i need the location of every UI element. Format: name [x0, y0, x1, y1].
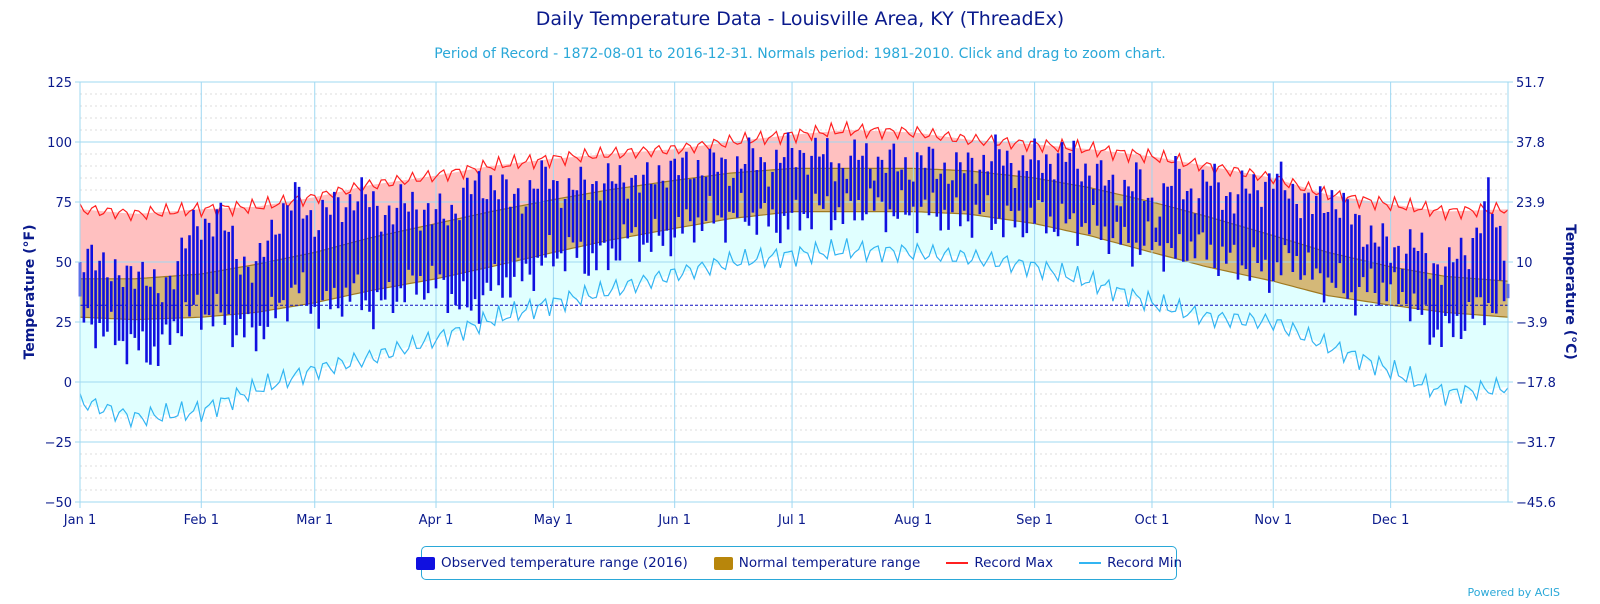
y-tick-label-right: −31.7	[1516, 436, 1556, 451]
x-tick-label: Nov 1	[1254, 513, 1292, 528]
legend-item-normal[interactable]: Normal temperature range	[713, 555, 921, 571]
powered-by-credit[interactable]: Powered by ACIS	[1467, 586, 1561, 599]
y-tick-label-left: 125	[47, 76, 72, 91]
y-tick-label-right: −45.6	[1516, 496, 1556, 511]
x-tick-label: Oct 1	[1135, 513, 1170, 528]
y-tick-label-left: 25	[55, 316, 72, 331]
x-tick-label: Apr 1	[419, 513, 454, 528]
y-tick-label-left: 100	[47, 136, 72, 151]
temperature-chart[interactable]: 125 100 75 50 25 0 −25 −50 51.7 37.8 23.9 10 −3.9 −17…	[0, 0, 1600, 540]
legend-label-normal: Normal temperature range	[738, 555, 921, 571]
y-tick-label-right: 37.8	[1516, 136, 1545, 151]
x-tick-label: Jan 1	[63, 513, 96, 528]
x-tick-label: Dec 1	[1372, 513, 1410, 528]
legend-swatch-record-max	[946, 562, 969, 564]
legend-label-record-max: Record Max	[974, 555, 1054, 571]
chart-title: Daily Temperature Data - Louisville Area…	[535, 8, 1065, 30]
x-tick-label: Aug 1	[894, 513, 932, 528]
chart-legend: Observed temperature range (2016) Normal…	[415, 546, 1182, 580]
x-tick-label: Mar 1	[296, 513, 333, 528]
legend-label-observed: Observed temperature range (2016)	[440, 555, 688, 571]
x-tick-label: May 1	[534, 513, 573, 528]
x-tick-label: Sep 1	[1016, 513, 1053, 528]
legend-swatch-record-min	[1079, 562, 1102, 564]
y-tick-label-left: −25	[45, 436, 72, 451]
x-tick-label: Jul 1	[777, 513, 806, 528]
legend-item-record-min[interactable]: Record Min	[1079, 555, 1182, 571]
legend-item-observed[interactable]: Observed temperature range (2016)	[415, 555, 688, 571]
legend-swatch-normal	[713, 556, 733, 570]
y-tick-label-left: 0	[64, 376, 72, 391]
legend-swatch-observed	[415, 556, 435, 570]
legend-label-record-min: Record Min	[1107, 555, 1183, 571]
y-tick-label-right: 51.7	[1516, 76, 1545, 91]
legend-item-record-max[interactable]: Record Max	[946, 555, 1053, 571]
record-max-band	[80, 130, 1508, 282]
y-tick-label-left: 50	[55, 256, 72, 271]
y-tick-label-right: −17.8	[1516, 376, 1556, 391]
y-tick-label-right: 23.9	[1516, 196, 1545, 211]
x-tick-label: Jun 1	[657, 513, 691, 528]
y-tick-label-right: −3.9	[1516, 316, 1548, 331]
plot-area-border	[79, 81, 1509, 503]
y-tick-label-left: 75	[55, 196, 72, 211]
record-min-line[interactable]	[79, 238, 1509, 429]
x-tick-label: Feb 1	[184, 513, 219, 528]
chart-subtitle: Period of Record - 1872-08-01 to 2016-12…	[434, 46, 1166, 62]
y-axis-title-left: Temperature (°F)	[22, 225, 38, 360]
y-tick-label-right: 10	[1516, 256, 1533, 271]
y-axis-title-right: Temperature (°C)	[1562, 224, 1578, 360]
y-tick-label-left: −50	[45, 496, 72, 511]
record-min-band	[80, 211, 1508, 418]
